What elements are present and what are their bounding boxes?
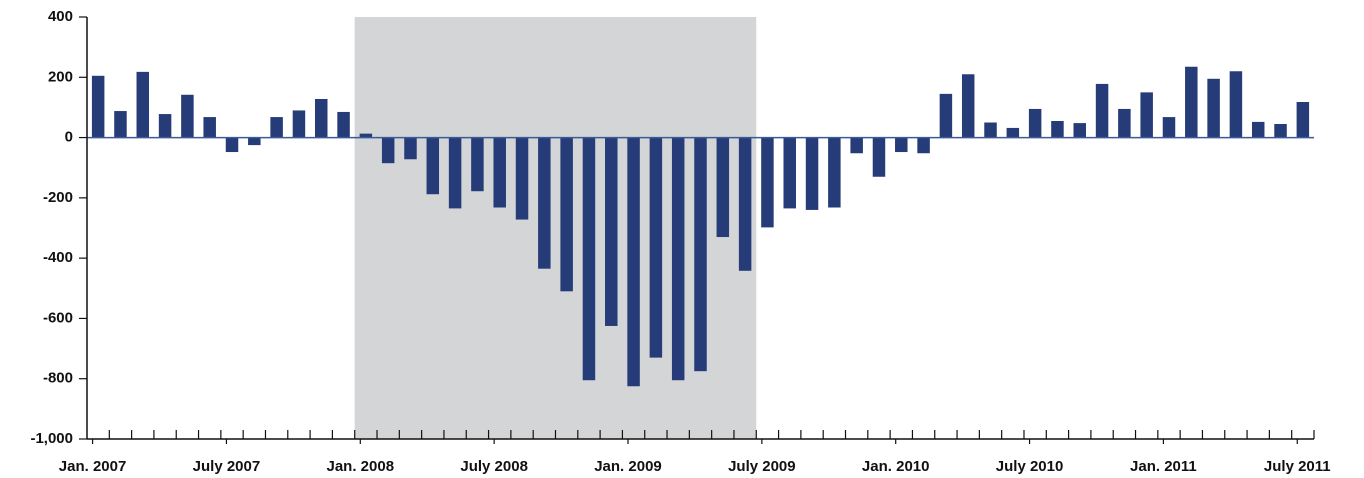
bar — [895, 137, 908, 153]
bar — [1229, 71, 1243, 138]
bar — [359, 133, 373, 138]
x-tick-label: July 2009 — [728, 458, 796, 475]
bar — [493, 137, 506, 208]
bar — [203, 117, 216, 138]
bar — [426, 137, 440, 195]
bar — [91, 75, 105, 138]
bar — [538, 137, 551, 269]
x-tick-label: Jan. 2011 — [1130, 458, 1197, 475]
bar — [582, 137, 596, 381]
bar — [627, 137, 640, 387]
bar — [1095, 83, 1109, 138]
x-tick-label: Jan. 2009 — [594, 458, 662, 475]
bar — [181, 94, 194, 138]
bar — [136, 71, 150, 138]
x-tick-label: July 2011 — [1264, 458, 1331, 475]
bar — [337, 111, 350, 138]
bar — [1296, 102, 1310, 138]
recession-shade — [354, 17, 757, 439]
bar — [1207, 78, 1220, 138]
bar — [471, 137, 484, 192]
bar — [1274, 124, 1287, 138]
bar — [850, 137, 863, 154]
bar — [984, 122, 997, 138]
x-tick-label: Jan. 2010 — [862, 458, 930, 475]
x-tick-label: July 2010 — [996, 458, 1064, 475]
bar — [404, 137, 417, 160]
bar — [1051, 120, 1064, 138]
bar — [158, 114, 172, 138]
bar — [605, 137, 618, 326]
y-tick-label: -1,000 — [30, 430, 73, 447]
x-tick-label: Jan. 2008 — [327, 458, 395, 475]
bar — [515, 137, 529, 220]
bar — [381, 137, 395, 164]
bar — [671, 137, 685, 381]
bar — [225, 137, 239, 153]
bar — [1140, 92, 1153, 138]
bar — [828, 137, 841, 208]
bar — [114, 111, 127, 138]
y-tick-label: 400 — [48, 8, 73, 25]
bar — [314, 98, 328, 138]
y-tick-label: 0 — [65, 129, 73, 146]
y-tick-label: -600 — [43, 309, 73, 326]
x-tick-label: July 2007 — [193, 458, 261, 475]
bar — [1028, 108, 1042, 138]
bar — [560, 137, 573, 292]
bar — [1073, 123, 1087, 138]
bar — [292, 110, 306, 138]
bar — [1185, 66, 1198, 138]
y-tick-label: -200 — [43, 189, 73, 206]
bar — [961, 74, 975, 138]
x-tick-label: July 2008 — [460, 458, 528, 475]
bar — [783, 137, 796, 209]
bar — [649, 137, 663, 358]
bar — [248, 137, 261, 146]
bar — [1118, 108, 1131, 138]
bar — [1162, 117, 1176, 138]
bar — [1006, 127, 1020, 138]
bar — [716, 137, 730, 238]
bar — [872, 137, 886, 177]
bar — [1251, 121, 1265, 138]
bar — [917, 137, 930, 154]
bar — [805, 137, 819, 210]
bar — [939, 93, 953, 138]
y-tick-label: -800 — [43, 370, 73, 387]
bar — [448, 137, 462, 209]
y-tick-label: -400 — [43, 249, 73, 266]
x-tick-label: Jan. 2007 — [59, 458, 127, 475]
bar — [694, 137, 707, 372]
bar — [270, 117, 283, 138]
bar — [738, 137, 752, 271]
y-tick-label: 200 — [48, 68, 73, 85]
bar — [761, 137, 774, 228]
